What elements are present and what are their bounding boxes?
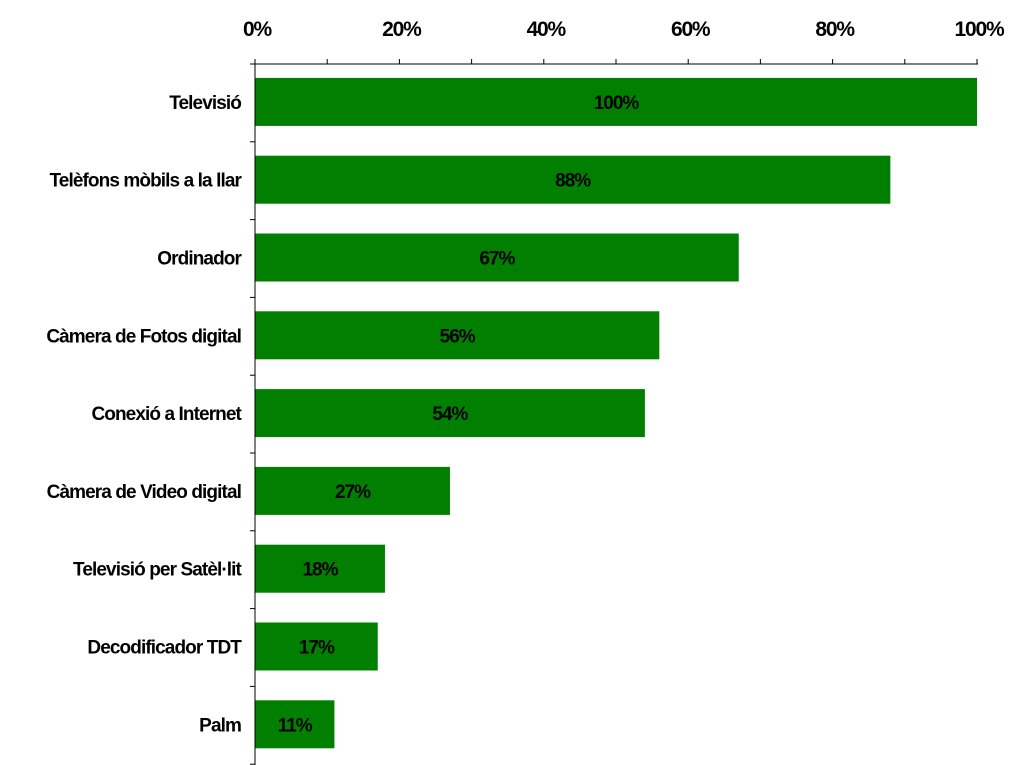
x-tick-label-0pct: 0%	[243, 18, 272, 41]
bar-8	[255, 622, 378, 671]
bar-7	[255, 544, 385, 593]
x-tick-label-40pct: 40%	[527, 18, 567, 41]
category-label-8: Decodificador TDT	[87, 638, 242, 659]
bar-5	[255, 389, 645, 438]
x-tick-label-100pct: 100%	[955, 18, 1005, 41]
labels-layer: 100% Televisió 88% Telèfons mòbils a la lla…	[46, 18, 1006, 736]
bar-4	[255, 311, 660, 360]
axes-layer	[250, 59, 978, 765]
bar-2	[255, 155, 891, 204]
data-label-6: 27%	[335, 482, 371, 503]
bar-3	[255, 233, 739, 282]
x-tick-label-80pct: 80%	[815, 18, 855, 41]
bar-9	[255, 700, 335, 749]
data-label-2: 88%	[555, 171, 591, 192]
data-label-1: 100%	[594, 93, 640, 114]
data-label-9: 11%	[278, 715, 313, 736]
data-label-5: 54%	[432, 404, 468, 425]
category-label-2: Telèfons mòbils a la llar	[50, 171, 243, 192]
category-label-1: Televisió	[169, 93, 241, 114]
x-tick-label-20pct: 20%	[382, 18, 422, 41]
data-label-8: 17%	[299, 638, 335, 659]
category-label-3: Ordinador	[157, 249, 242, 270]
data-label-7: 18%	[302, 560, 338, 581]
category-label-7: Televisió per Satèl·lit	[73, 560, 243, 581]
data-label-4: 56%	[440, 326, 476, 347]
data-label-3: 67%	[479, 249, 515, 270]
bars-layer	[255, 77, 977, 749]
bar-6	[255, 466, 450, 515]
category-label-9: Palm	[199, 715, 241, 736]
category-label-4: Càmera de Fotos digital	[46, 326, 241, 347]
bar-1	[255, 77, 977, 126]
category-label-5: Conexió a Internet	[91, 404, 242, 425]
x-tick-label-60pct: 60%	[671, 18, 711, 41]
category-label-6: Càmera de Video digital	[47, 482, 241, 503]
